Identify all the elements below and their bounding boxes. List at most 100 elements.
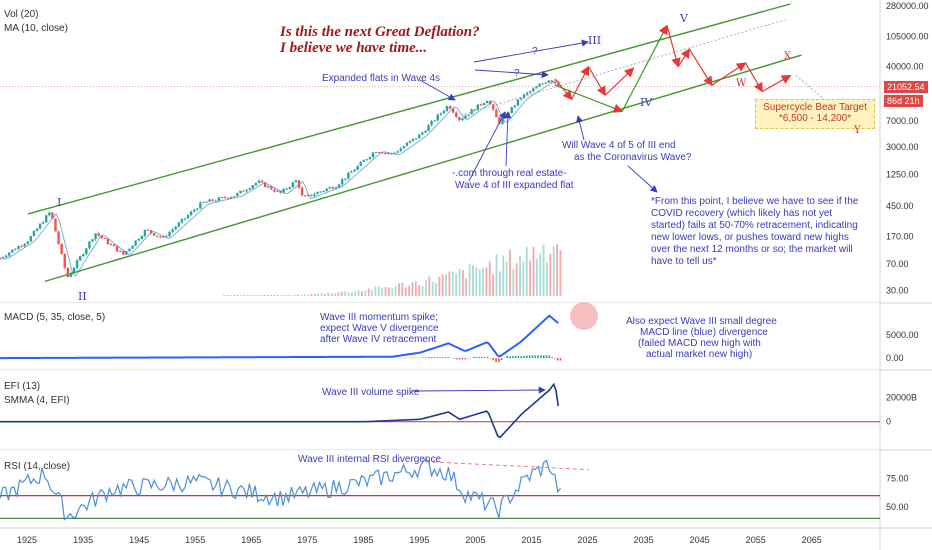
macd-hist-bar xyxy=(475,356,478,359)
volume-bar xyxy=(256,295,259,296)
candle-body xyxy=(513,105,517,108)
macd-hist-bar xyxy=(484,356,486,359)
ma-label[interactable]: MA (10, close) xyxy=(4,23,68,34)
volume-bar xyxy=(246,295,249,296)
candle-body xyxy=(442,110,446,114)
x-tick-label: 1985 xyxy=(353,535,373,545)
candle-body xyxy=(109,243,113,245)
volume-bar xyxy=(280,295,283,296)
candle-body xyxy=(242,190,245,192)
volume-bar xyxy=(441,274,444,296)
candle-body xyxy=(226,197,230,199)
price-tick-label: 1250.00 xyxy=(886,169,919,179)
candle-body xyxy=(476,104,480,111)
volume-bar xyxy=(337,292,340,296)
volume-bar xyxy=(458,268,461,296)
candle-body xyxy=(122,250,125,255)
wave-label-II: II xyxy=(78,290,87,303)
efi-arrow xyxy=(411,386,546,394)
candle-body xyxy=(57,231,60,244)
candle-body xyxy=(303,195,307,197)
annotation-wave4-1: Will Wave 4 of 5 of III end xyxy=(562,140,676,151)
volume-bar xyxy=(394,285,397,296)
projection-arrow-red xyxy=(666,25,681,68)
volume-bar xyxy=(387,287,390,296)
macd-hist-bar xyxy=(514,356,517,359)
macd-hist-bar xyxy=(464,358,467,360)
candle-body xyxy=(300,187,304,196)
volume-bar xyxy=(498,271,501,296)
ma-line xyxy=(0,80,561,277)
efi-tick-label: 20000B xyxy=(886,392,917,402)
candle-body xyxy=(393,152,396,154)
candle-body xyxy=(451,108,455,113)
annotation-arrow xyxy=(576,115,585,141)
projection-arrow-red xyxy=(677,48,691,67)
macd-label[interactable]: MACD (5, 35, close, 5) xyxy=(4,312,106,323)
candle-body xyxy=(14,249,17,251)
candle-body xyxy=(152,233,156,236)
volume-bar xyxy=(445,274,447,296)
candle-body xyxy=(556,83,560,87)
macd-hist-bar xyxy=(444,357,447,359)
candle-body xyxy=(45,215,48,223)
volume-bar xyxy=(522,261,525,296)
smma-label[interactable]: SMMA (4, EFI) xyxy=(4,395,70,406)
candle-body xyxy=(328,187,332,189)
candle-body xyxy=(263,182,267,188)
volume-bar xyxy=(556,244,558,296)
wave-label-W: W xyxy=(736,78,747,89)
candle-body xyxy=(334,187,338,189)
volume-bar xyxy=(229,295,232,296)
macd-hist-bar xyxy=(439,357,441,359)
macd-hist-bar xyxy=(559,358,562,361)
volume-bar xyxy=(226,295,229,296)
macd-highlight xyxy=(570,302,598,330)
macd-hist-bar xyxy=(456,358,458,360)
annotation-wave4-2: as the Coronavirus Wave? xyxy=(574,152,692,163)
volume-bar xyxy=(300,294,303,296)
candle-body xyxy=(180,219,184,223)
efi-label[interactable]: EFI (13) xyxy=(4,381,41,392)
candle-body xyxy=(208,199,211,202)
candle-body xyxy=(384,152,387,154)
volume-bar xyxy=(354,291,357,296)
candle-body xyxy=(340,179,344,185)
macd-hist-bar xyxy=(433,357,436,359)
macd-hist-bar xyxy=(489,358,492,359)
candle-body xyxy=(282,188,285,193)
candle-body xyxy=(325,188,328,191)
rsi-label[interactable]: RSI (14, close) xyxy=(4,461,71,472)
volume-bar xyxy=(512,268,515,296)
candle-body xyxy=(128,248,131,252)
macd-hist-bar xyxy=(495,358,497,363)
candle-body xyxy=(529,91,532,93)
candle-body xyxy=(134,240,137,246)
macd-hist-bar xyxy=(548,355,551,359)
candle-body xyxy=(143,229,147,237)
candle-body xyxy=(356,165,359,170)
volume-bar xyxy=(314,293,316,296)
candle-body xyxy=(519,98,523,100)
candle-body xyxy=(550,80,554,83)
volume-bar xyxy=(277,295,279,296)
candle-body xyxy=(60,243,63,254)
candle-body xyxy=(316,192,319,195)
candle-body xyxy=(233,196,236,198)
projection-arrow xyxy=(588,66,606,97)
candle-body xyxy=(168,231,171,237)
candle-body xyxy=(297,180,301,188)
annotation-arrow xyxy=(474,69,549,79)
candle-body xyxy=(88,241,91,249)
candle-body xyxy=(411,138,415,141)
volume-bar xyxy=(307,294,310,296)
candle-body xyxy=(54,218,57,232)
vol-label[interactable]: Vol (20) xyxy=(4,9,39,20)
wave-label-III: III xyxy=(588,34,602,47)
volume-bar xyxy=(266,295,269,296)
candle-body xyxy=(495,109,498,118)
candle-body xyxy=(461,118,464,121)
countdown-tag: 86d 21h xyxy=(884,95,923,107)
price-tick-label: 170.00 xyxy=(886,231,914,241)
